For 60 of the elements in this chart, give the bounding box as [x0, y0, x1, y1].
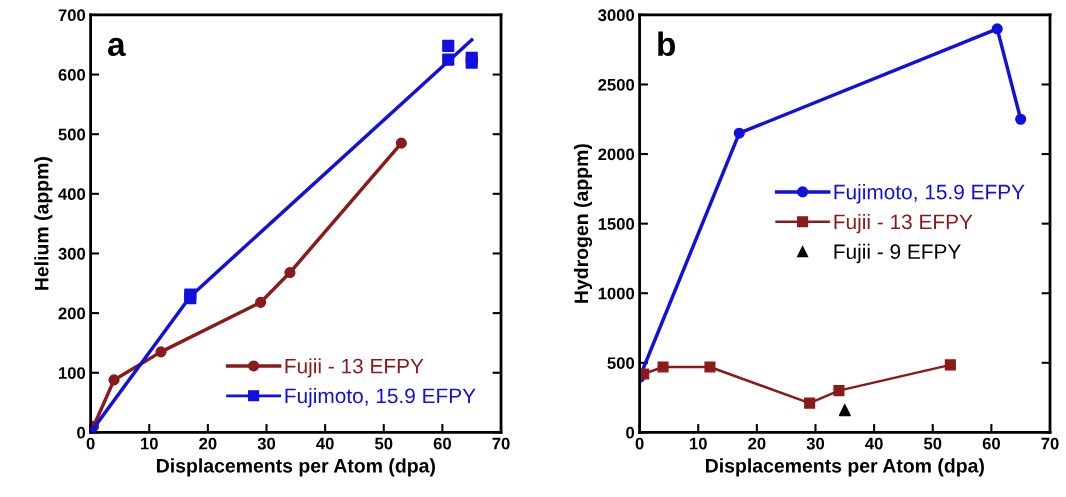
x-tick-label: 20 — [748, 437, 766, 450]
x-tick-label: 50 — [375, 437, 393, 450]
y-tick-label: 700 — [58, 9, 86, 22]
y-tick-label: 100 — [58, 367, 86, 379]
y-tick-label: 3000 — [598, 9, 635, 22]
y-axis-title: Hydrogen (appm) — [573, 144, 593, 303]
x-tick-label: 30 — [257, 437, 276, 450]
x-tick-label: 30 — [806, 437, 825, 450]
x-tick-label: 0 — [635, 437, 644, 450]
point — [704, 361, 716, 373]
point — [395, 137, 407, 149]
point — [838, 404, 851, 417]
y-tick-label: 400 — [58, 188, 86, 201]
x-axis-title: Displacements per Atom (dpa) — [706, 458, 984, 477]
annotation: a — [108, 37, 126, 57]
y-tick-label: 0 — [626, 426, 635, 439]
y-tick-label: 600 — [58, 68, 86, 81]
x-tick-label: 60 — [982, 437, 1000, 450]
legend-label: Fujii - 13 EFPY — [834, 213, 973, 234]
x-tick-label: 50 — [923, 437, 942, 450]
y-tick-label: 300 — [58, 247, 86, 260]
y-tick-label: 2500 — [598, 78, 635, 91]
point — [184, 288, 197, 301]
y-tick-label: 1500 — [598, 218, 635, 230]
point — [804, 397, 816, 409]
point — [991, 23, 1003, 35]
x-tick-label: 10 — [690, 437, 707, 450]
x-tick-label: 20 — [199, 437, 217, 450]
x-axis-title: Displacements per Atom (dpa) — [157, 458, 435, 477]
y-tick-label: 500 — [607, 357, 635, 370]
legend-label: Fujii - 9 EFPY — [834, 243, 961, 264]
point — [1015, 113, 1027, 125]
x-tick-label: 60 — [433, 437, 451, 450]
x-tick-label: 40 — [316, 437, 334, 450]
point — [442, 53, 455, 66]
annotation: b — [658, 31, 676, 57]
point — [108, 374, 120, 386]
y-tick-label: 200 — [58, 307, 86, 320]
point — [465, 51, 478, 64]
point — [155, 346, 167, 358]
legend-label: Fujimoto, 15.9 EFPY — [285, 387, 476, 408]
x-tick-label: 10 — [141, 437, 158, 450]
y-tick-label: 1000 — [598, 287, 635, 300]
y-tick-label: 2000 — [598, 148, 635, 161]
point — [944, 359, 956, 371]
y-tick-label: 500 — [58, 128, 86, 141]
point — [284, 266, 296, 279]
point — [833, 385, 845, 397]
point — [442, 39, 455, 52]
legend-label: Fujimoto, 15.9 EFPY — [834, 184, 1025, 204]
x-tick-label: 70 — [492, 437, 510, 450]
point — [255, 296, 267, 308]
y-tick-label: 0 — [77, 426, 86, 439]
x-tick-label: 40 — [865, 437, 883, 450]
x-tick-label: 0 — [86, 437, 95, 450]
y-axis-title: Helium (appm) — [34, 157, 53, 290]
x-tick-label: 70 — [1041, 437, 1059, 450]
legend-label: Fujii - 13 EFPY — [285, 358, 424, 378]
point — [657, 361, 669, 373]
point — [733, 127, 745, 139]
